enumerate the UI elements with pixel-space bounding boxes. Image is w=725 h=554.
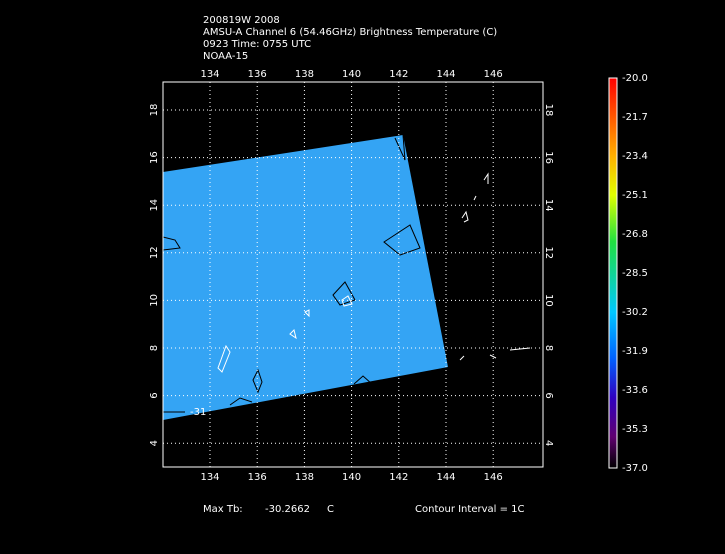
lon-label-bottom: 140 (342, 472, 361, 483)
lat-label-left: 4 (149, 440, 160, 446)
colorbar-label: -28.5 (622, 268, 648, 279)
lat-label-left: 6 (149, 392, 160, 398)
header-line: 0923 Time: 0755 UTC (203, 39, 311, 50)
lon-label-top: 138 (295, 69, 314, 80)
lon-label-top: 134 (200, 69, 219, 80)
graticule (163, 82, 543, 467)
lat-label-right: 8 (543, 345, 554, 351)
header-line: 200819W 2008 (203, 15, 280, 26)
header-line: NOAA-15 (203, 51, 248, 62)
colorbar-label: -35.3 (622, 424, 648, 435)
lon-label-bottom: 136 (248, 472, 267, 483)
lon-label-top: 136 (248, 69, 267, 80)
lat-label-left: 12 (149, 246, 160, 259)
lat-label-left: 18 (149, 104, 160, 117)
lat-label-left: 14 (149, 199, 160, 212)
colorbar-label: -37.0 (622, 463, 648, 474)
max-unit: C (327, 504, 334, 515)
lon-label-top: 144 (436, 69, 455, 80)
max-value: -30.2662 (265, 504, 310, 515)
contour-interval: Contour Interval = 1C (415, 504, 525, 515)
lat-label-left: 8 (149, 345, 160, 351)
colorbar (608, 77, 618, 469)
coastlines (217, 172, 531, 373)
colorbar-label: -23.4 (622, 151, 648, 162)
lat-label-right: 18 (543, 104, 554, 117)
contours (162, 134, 421, 413)
map-frame (162, 81, 544, 468)
colorbar-label: -33.6 (622, 385, 648, 396)
lon-label-bottom: 142 (389, 472, 408, 483)
colorbar-labels: -20.0 -21.7 -23.4 -25.1 -26.8 -28.5 -30.2 -31.9… (622, 73, 648, 474)
lat-label-left: 10 (149, 294, 160, 307)
lat-label-right: 16 (543, 151, 554, 164)
lon-label-top: 140 (342, 69, 361, 80)
colorbar-label: -30.2 (622, 307, 648, 318)
lat-label-right: 4 (543, 440, 554, 446)
lon-label-bottom: 144 (436, 472, 455, 483)
max-label: Max Tb: (203, 504, 243, 515)
lat-label-right: 12 (543, 246, 554, 259)
colorbar-label: -31.9 (622, 346, 648, 357)
lat-label-right: 10 (543, 294, 554, 307)
lon-label-top: 146 (484, 69, 503, 80)
lon-label-bottom: 138 (295, 472, 314, 483)
colorbar-label: -26.8 (622, 229, 648, 240)
header-line: AMSU-A Channel 6 (54.46GHz) Brightness T… (203, 27, 497, 38)
lat-label-right: 14 (543, 199, 554, 212)
colorbar-label: -20.0 (622, 73, 648, 84)
colorbar-label: -25.1 (622, 190, 648, 201)
lon-label-bottom: 134 (200, 472, 219, 483)
swath (163, 135, 448, 420)
colorbar-label: -21.7 (622, 112, 648, 123)
lon-label-top: 142 (389, 69, 408, 80)
graticule-labels: 1341341361361381381401401421421441441461… (149, 69, 554, 483)
lat-label-left: 16 (149, 151, 160, 164)
contour-label: -31 (190, 407, 206, 418)
lat-label-right: 6 (543, 392, 554, 398)
lon-label-bottom: 146 (484, 472, 503, 483)
